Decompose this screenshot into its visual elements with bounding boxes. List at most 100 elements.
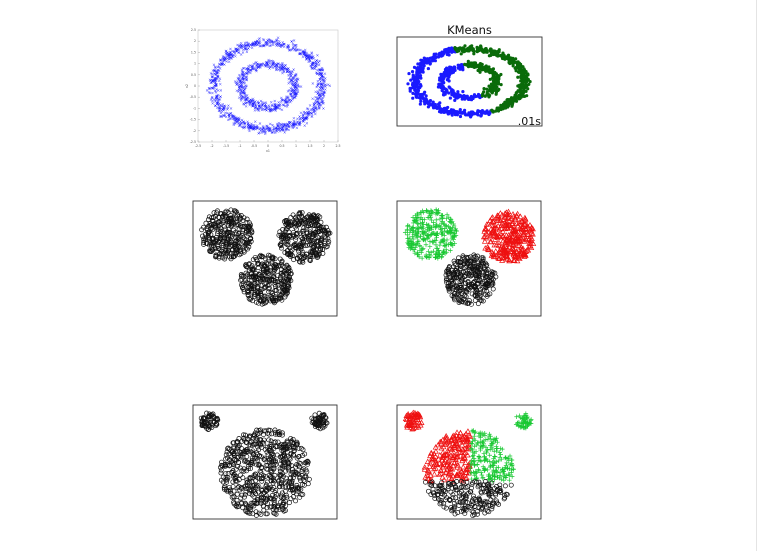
data-point xyxy=(427,101,431,106)
data-point xyxy=(415,72,419,76)
data-point xyxy=(321,69,325,72)
data-point xyxy=(284,128,288,132)
data-point xyxy=(316,100,320,104)
x-tick-label: 1.5 xyxy=(307,144,312,148)
data-point xyxy=(454,46,459,51)
data-point xyxy=(460,296,466,302)
data-point xyxy=(446,214,452,220)
data-point xyxy=(483,111,488,115)
data-point xyxy=(485,109,489,113)
data-point xyxy=(244,101,247,105)
data-point xyxy=(422,56,426,60)
data-point xyxy=(450,234,456,239)
data-point xyxy=(444,74,448,78)
data-point xyxy=(498,225,505,231)
data-point xyxy=(523,79,527,84)
data-point xyxy=(254,127,257,131)
data-point xyxy=(441,87,445,91)
data-point xyxy=(223,55,226,59)
data-point xyxy=(233,122,237,125)
data-point xyxy=(513,212,520,218)
data-point xyxy=(238,80,242,83)
data-point xyxy=(276,36,280,39)
data-point xyxy=(207,248,213,254)
data-point xyxy=(521,228,528,235)
data-point xyxy=(517,213,524,219)
data-point xyxy=(475,94,480,98)
data-point xyxy=(482,273,488,279)
data-point xyxy=(243,99,247,102)
data-point xyxy=(312,61,316,65)
data-point xyxy=(515,254,522,260)
data-point xyxy=(204,421,210,427)
data-point xyxy=(227,104,230,107)
data-point xyxy=(258,127,262,131)
data-point xyxy=(448,96,452,100)
data-point xyxy=(410,234,415,239)
data-point xyxy=(472,65,476,69)
data-point xyxy=(525,72,529,76)
data-point xyxy=(221,102,225,106)
data-point xyxy=(241,51,245,54)
data-point xyxy=(295,80,299,84)
axes-frame xyxy=(192,200,338,317)
data-point xyxy=(270,297,276,303)
data-point xyxy=(241,215,247,221)
data-point xyxy=(232,210,238,216)
data-point xyxy=(510,241,517,247)
data-point xyxy=(240,44,243,48)
data-point xyxy=(216,68,220,72)
data-point xyxy=(521,214,528,221)
data-point xyxy=(463,44,467,48)
data-point xyxy=(200,233,205,239)
data-point xyxy=(516,255,523,261)
data-point xyxy=(217,218,223,224)
data-point xyxy=(246,442,252,448)
data-point xyxy=(510,104,514,108)
data-point xyxy=(310,238,316,244)
data-point xyxy=(484,64,488,68)
data-point xyxy=(495,222,502,229)
data-point xyxy=(222,113,225,117)
data-point xyxy=(297,85,301,88)
data-point xyxy=(305,117,308,121)
data-point xyxy=(418,102,422,106)
data-point xyxy=(268,65,271,68)
data-point xyxy=(496,109,501,113)
data-point xyxy=(472,285,478,291)
data-point xyxy=(218,221,224,227)
data-point xyxy=(318,68,322,72)
data-point xyxy=(481,92,485,96)
data-point xyxy=(225,217,231,223)
data-point xyxy=(298,115,301,118)
data-point xyxy=(276,106,280,110)
page-scrollbar[interactable] xyxy=(756,0,763,551)
data-point xyxy=(317,426,323,432)
points-layer xyxy=(205,36,332,136)
data-point xyxy=(279,259,285,265)
data-point xyxy=(441,229,447,235)
data-point xyxy=(215,71,219,75)
data-point xyxy=(262,44,265,48)
data-point xyxy=(251,66,254,69)
data-point xyxy=(288,70,292,74)
data-point xyxy=(425,61,429,65)
data-point xyxy=(214,72,217,76)
data-point xyxy=(288,48,291,52)
data-point xyxy=(234,438,240,444)
data-point xyxy=(205,89,209,92)
data-point xyxy=(258,104,261,107)
data-point xyxy=(318,82,322,86)
data-point xyxy=(451,293,457,299)
data-point xyxy=(253,106,257,110)
data-point xyxy=(426,255,432,260)
data-point xyxy=(316,84,319,87)
data-point xyxy=(520,71,524,75)
data-point xyxy=(254,68,258,72)
data-point xyxy=(418,225,424,231)
data-point xyxy=(427,239,433,244)
data-point xyxy=(415,95,419,99)
data-point xyxy=(483,221,490,227)
data-point xyxy=(232,234,238,240)
data-point xyxy=(405,223,410,229)
